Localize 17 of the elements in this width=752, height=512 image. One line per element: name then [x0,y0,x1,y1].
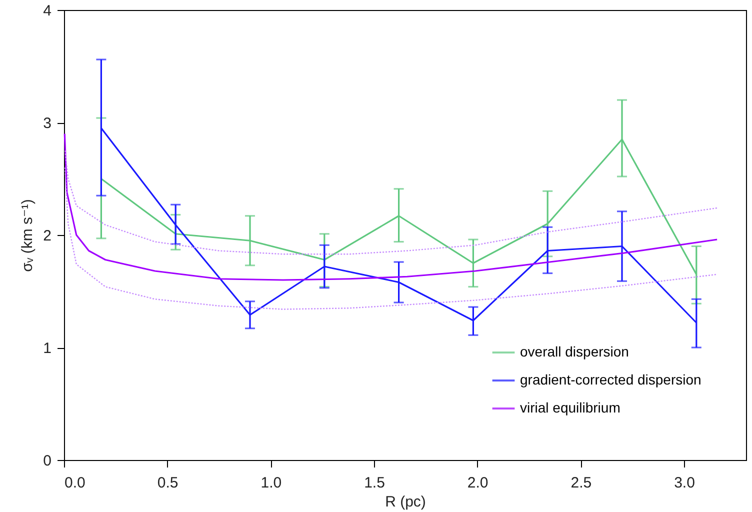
x-axis-title: R (pc) [385,494,426,510]
y-tick-label: 0 [43,452,52,470]
y-tick-label: 4 [43,2,52,20]
x-tick-label: 0.5 [157,474,178,492]
x-tick-label: 3.0 [674,474,695,492]
x-tick-label: 1.5 [364,474,385,492]
x-tick-label: 2.0 [467,474,488,492]
y-tick-label: 1 [43,340,52,357]
legend-label: gradient-corrected dispersion [520,372,702,388]
y-tick-label: 3 [43,115,52,132]
x-tick-label: 2.5 [570,474,592,492]
x-tick-label: 0.0 [64,474,86,492]
legend-label: virial equilibrium [520,400,620,416]
y-axis-title: σᵥ (km s⁻¹) [19,199,36,272]
y-tick-label: 2 [43,228,52,244]
legend-label: overall dispersion [520,344,629,360]
x-tick-label: 1.0 [260,474,282,492]
